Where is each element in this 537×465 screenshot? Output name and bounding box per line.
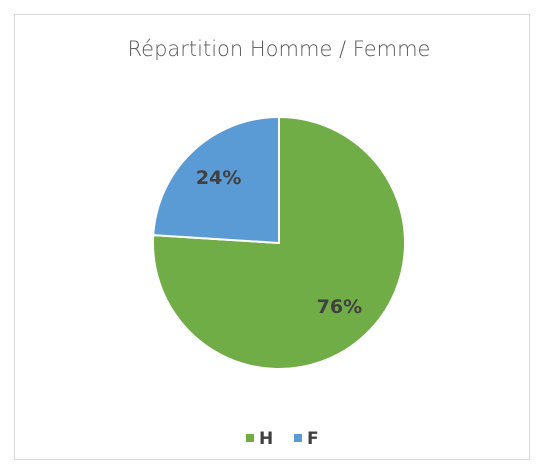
legend-label: F [307,429,319,449]
legend-swatch [246,434,254,442]
chart-title: Répartition Homme / Femme [128,37,431,61]
pie-slice [152,115,280,245]
data-label: 76% [317,296,362,318]
data-label: 24% [196,167,241,189]
legend-label: H [259,429,273,449]
pie-slice [152,115,406,370]
legend-swatch [294,434,302,442]
